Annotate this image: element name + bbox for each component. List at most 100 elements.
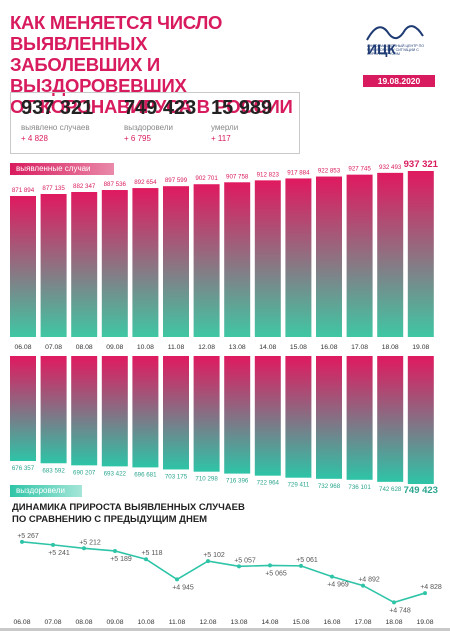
stat-label: умерли — [211, 123, 239, 132]
cases-bar — [163, 186, 189, 337]
cases-value-label: 932 493 — [379, 164, 402, 171]
cases-value-label: 937 321 — [404, 159, 439, 170]
stat-cases: 937 321 выявлено случаев + 4 828 — [21, 97, 93, 143]
growth-date-label: 08.08 — [75, 619, 92, 626]
growth-point — [423, 591, 427, 596]
cases-bar — [224, 182, 251, 337]
stat-delta: + 4 828 — [21, 134, 48, 143]
cases-date-label: 13.08 — [229, 344, 246, 351]
cases-date-label: 15.08 — [290, 344, 307, 351]
growth-date-label: 15.08 — [292, 619, 309, 626]
growth-date-label: 12.08 — [199, 619, 216, 626]
stat-value: 15 989 — [211, 97, 273, 119]
stat-value: 749 423 — [124, 97, 197, 119]
growth-point — [237, 564, 241, 569]
growth-date-label: 19.08 — [416, 619, 433, 626]
cases-date-label: 11.08 — [168, 344, 185, 351]
growth-point — [330, 574, 334, 579]
recovered-bar — [254, 356, 281, 476]
stat-delta: + 117 — [211, 134, 231, 143]
growth-point — [175, 577, 179, 582]
cases-value-label: 897 599 — [165, 177, 188, 184]
recovered-bar — [193, 356, 220, 472]
recovered-value-label: 736 101 — [348, 484, 371, 491]
growth-value-label: +5 212 — [79, 539, 101, 546]
recovered-section-tag: выздоровели — [10, 485, 82, 497]
cases-value-label: 871 894 — [12, 187, 35, 194]
cases-date-label: 16.08 — [320, 344, 337, 351]
recovered-value-label: 693 422 — [104, 470, 127, 477]
cases-value-label: 877 135 — [42, 185, 65, 192]
cases-date-label: 19.08 — [412, 344, 429, 351]
recovered-value-label: 722 964 — [257, 480, 280, 487]
cases-bar — [285, 178, 312, 337]
growth-date-label: 07.08 — [44, 619, 61, 626]
growth-point — [113, 548, 117, 553]
cases-bar — [193, 184, 220, 337]
growth-line — [21, 541, 426, 604]
recovered-value-label: 703 175 — [165, 473, 188, 480]
recovered-value-label: 716 396 — [226, 478, 249, 485]
stat-delta: + 6 795 — [124, 134, 151, 143]
cases-date-label: 17.08 — [351, 344, 368, 351]
cases-date-label: 08.08 — [76, 344, 93, 351]
title-line-2: заболевших и выздоровевших — [10, 54, 187, 96]
recovered-value-label: 683 592 — [42, 467, 65, 474]
growth-value-label: +5 057 — [234, 557, 256, 564]
recovered-bar — [163, 356, 189, 470]
cases-bar — [132, 188, 159, 337]
recovered-bar — [316, 356, 342, 479]
growth-value-label: +5 241 — [48, 550, 70, 557]
logo-icon: ИЦК — [366, 25, 424, 57]
cases-date-label: 09.08 — [106, 344, 123, 351]
recovered-bar — [101, 356, 128, 467]
growth-value-label: +5 118 — [141, 550, 162, 557]
cases-bar — [71, 192, 98, 337]
title-line-3: от коронавируса в России — [10, 96, 293, 117]
growth-date-label: 09.08 — [106, 619, 123, 626]
cases-bar — [377, 172, 404, 337]
recovered-value-label: 676 357 — [12, 465, 35, 472]
growth-point — [299, 563, 303, 568]
growth-value-label: +4 945 — [172, 584, 194, 591]
cases-value-label: 907 758 — [226, 173, 249, 180]
cases-date-label: 18.08 — [382, 344, 399, 351]
footer-divider — [0, 628, 450, 631]
recovered-bar — [346, 356, 373, 480]
recovered-bar — [224, 356, 251, 474]
cases-value-label: 927 745 — [348, 166, 371, 173]
growth-date-label: 10.08 — [137, 619, 154, 626]
cases-value-label: 912 823 — [257, 171, 280, 178]
stat-label: выявлено случаев — [21, 123, 90, 132]
cases-bar — [40, 193, 67, 337]
cases-value-label: 882 347 — [73, 183, 96, 190]
recovered-value-label: 710 298 — [195, 476, 218, 483]
recovered-value-label: 729 411 — [287, 482, 309, 489]
recovered-value-label: 696 681 — [134, 471, 157, 478]
growth-value-label: +4 748 — [389, 607, 411, 614]
cases-section-tag: выявленные случаи — [10, 163, 114, 175]
growth-date-label: 16.08 — [323, 619, 340, 626]
stat-recovered: 749 423 выздоровели + 6 795 — [124, 97, 196, 143]
cases-date-label: 14.08 — [259, 344, 276, 351]
cases-date-label: 06.08 — [14, 344, 31, 351]
growth-date-label: 13.08 — [230, 619, 247, 626]
stat-label: выздоровели — [124, 123, 173, 132]
cases-value-label: 887 536 — [104, 181, 127, 188]
cases-bar — [346, 174, 373, 337]
recovered-bar — [377, 356, 404, 482]
summary-box: 937 321 выявлено случаев + 4 828 749 423… — [10, 92, 300, 154]
title-line-1: Как меняется число выявленных — [10, 12, 223, 54]
cases-bar — [101, 190, 128, 337]
growth-value-label: +4 828 — [420, 584, 442, 591]
dynamics-title: Динамика прироста выявленных случаев по … — [12, 502, 245, 526]
recovered-bar — [40, 356, 67, 464]
cases-date-label: 12.08 — [198, 344, 215, 351]
cases-value-label: 902 701 — [195, 175, 218, 182]
growth-date-label: 06.08 — [13, 619, 30, 626]
cases-date-label: 10.08 — [137, 344, 154, 351]
growth-point — [392, 600, 396, 605]
cases-value-label: 917 884 — [287, 169, 310, 176]
recovered-bar — [132, 356, 159, 468]
